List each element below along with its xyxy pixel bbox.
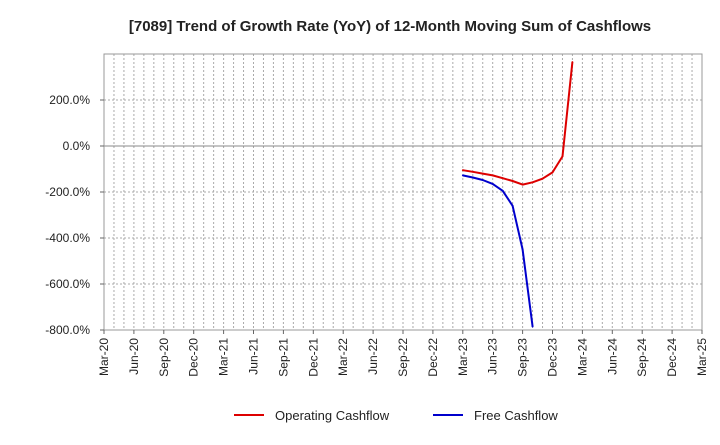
data-point-operating-cashflow	[521, 183, 524, 186]
y-tick-label: 200.0%	[49, 93, 90, 107]
x-tick-label: Dec-23	[546, 338, 560, 377]
data-point-operating-cashflow	[461, 169, 464, 172]
y-tick-label: 0.0%	[63, 139, 91, 153]
data-point-operating-cashflow	[511, 180, 514, 182]
x-tick-label: Mar-24	[575, 338, 589, 376]
y-tick-label: -200.0%	[45, 185, 90, 199]
x-axis-ticks: Mar-20 Jun-20 Sep-20 Dec-20 Mar-21 Jun-21 Sep-…	[97, 330, 709, 377]
x-tick-label: Jun-20	[127, 338, 141, 375]
y-axis-ticks: 200.0% 0.0% -200.0% -400.0% -600.0% -800.0%	[45, 93, 104, 337]
data-point-operating-cashflow	[561, 155, 564, 158]
x-tick-label: Sep-21	[276, 338, 290, 377]
legend-label-free-cashflow: Free Cashflow	[474, 408, 558, 423]
x-tick-label: Jun-24	[605, 338, 619, 375]
x-tick-label: Mar-21	[217, 338, 231, 376]
data-point-free-cashflow	[461, 174, 464, 177]
data-point-free-cashflow	[511, 204, 514, 207]
x-tick-label: Sep-24	[635, 338, 649, 377]
x-tick-label: Sep-20	[157, 338, 171, 377]
x-tick-label: Jun-23	[486, 338, 500, 375]
chart-title: [7089] Trend of Growth Rate (YoY) of 12-…	[129, 18, 651, 35]
y-tick-label: -600.0%	[45, 277, 90, 291]
x-tick-label: Dec-22	[426, 338, 440, 377]
series-line-free-cashflow	[462, 174, 534, 327]
x-tick-label: Jun-21	[247, 338, 261, 375]
x-tick-label: Dec-21	[306, 338, 320, 377]
x-tick-label: Sep-22	[396, 338, 410, 377]
x-tick-label: Dec-24	[665, 338, 679, 377]
data-point-free-cashflow	[491, 183, 494, 185]
data-point-operating-cashflow	[571, 61, 574, 63]
legend: Operating Cashflow Free Cashflow	[234, 408, 558, 423]
data-point-operating-cashflow	[501, 177, 504, 180]
data-point-free-cashflow	[481, 179, 484, 181]
x-tick-label: Jun-22	[366, 338, 380, 375]
x-tick-label: Mar-22	[336, 338, 350, 376]
x-tick-label: Sep-23	[516, 338, 530, 377]
x-tick-label: Mar-25	[695, 338, 709, 376]
data-point-operating-cashflow	[541, 177, 544, 180]
grid	[103, 53, 703, 331]
data-point-free-cashflow	[531, 325, 534, 328]
x-tick-label: Mar-20	[97, 338, 111, 376]
data-point-free-cashflow	[471, 176, 474, 179]
legend-label-operating-cashflow: Operating Cashflow	[275, 408, 390, 423]
y-tick-label: -400.0%	[45, 231, 90, 245]
series-line-operating-cashflow	[462, 61, 574, 186]
data-point-free-cashflow	[501, 189, 504, 192]
y-tick-label: -800.0%	[45, 323, 90, 337]
x-tick-label: Dec-20	[187, 338, 201, 377]
data-point-operating-cashflow	[481, 172, 484, 175]
data-point-operating-cashflow	[531, 181, 534, 184]
data-point-free-cashflow	[521, 248, 524, 251]
data-point-operating-cashflow	[551, 171, 554, 174]
series-lines	[461, 61, 574, 328]
data-point-operating-cashflow	[471, 170, 474, 173]
x-tick-label: Mar-23	[456, 338, 470, 376]
data-point-operating-cashflow	[491, 174, 494, 177]
